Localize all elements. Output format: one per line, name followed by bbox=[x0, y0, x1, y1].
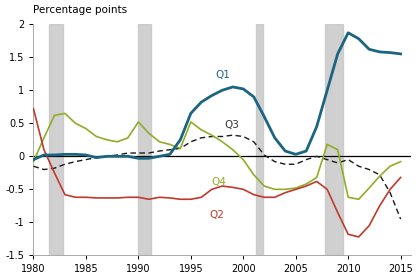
Bar bbox=[138, 24, 151, 255]
Text: Percentage points: Percentage points bbox=[34, 5, 128, 15]
Bar bbox=[325, 24, 343, 255]
Bar bbox=[256, 24, 263, 255]
Text: Q1: Q1 bbox=[215, 70, 230, 80]
Text: Q4: Q4 bbox=[212, 178, 227, 187]
Text: Q3: Q3 bbox=[224, 120, 239, 130]
Bar bbox=[49, 24, 63, 255]
Text: Q2: Q2 bbox=[210, 211, 225, 220]
